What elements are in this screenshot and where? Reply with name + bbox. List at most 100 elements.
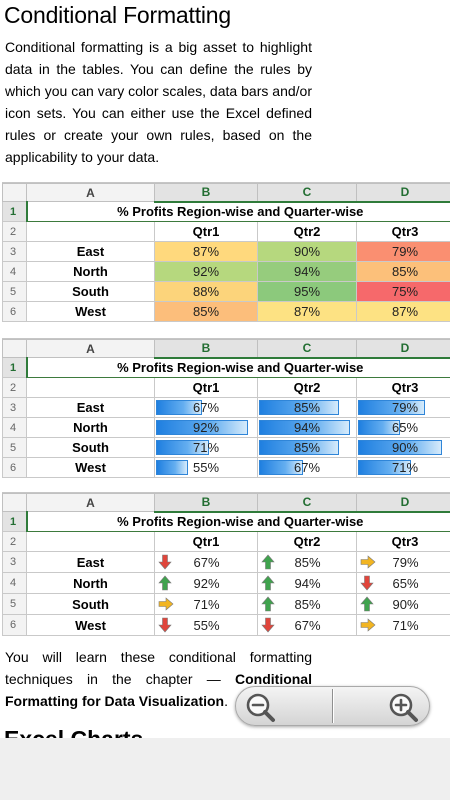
- iconset-cell[interactable]: 55%: [154, 614, 258, 636]
- quarter-header-cell[interactable]: Qtr2: [257, 221, 357, 242]
- row-header[interactable]: 6: [2, 614, 27, 636]
- row-header[interactable]: 3: [2, 397, 27, 418]
- corner-cell[interactable]: [2, 339, 27, 358]
- column-header[interactable]: B: [154, 183, 258, 203]
- value-cell[interactable]: 75%: [356, 281, 450, 302]
- row-header[interactable]: 2: [2, 221, 27, 242]
- region-cell[interactable]: West: [26, 457, 155, 478]
- iconset-cell[interactable]: 71%: [154, 593, 258, 615]
- value-cell[interactable]: 85%: [154, 301, 258, 322]
- column-header[interactable]: B: [154, 493, 258, 513]
- databar-cell[interactable]: 67%: [257, 457, 357, 478]
- row-header[interactable]: 1: [2, 201, 28, 222]
- zoom-out-button[interactable]: [244, 691, 276, 723]
- column-header[interactable]: A: [26, 493, 155, 512]
- quarter-header-cell[interactable]: Qtr3: [356, 531, 450, 552]
- row-header[interactable]: 5: [2, 593, 27, 615]
- databar-cell[interactable]: 92%: [154, 417, 258, 438]
- region-cell[interactable]: West: [26, 301, 155, 322]
- row-header[interactable]: 3: [2, 241, 27, 262]
- databar-cell[interactable]: 71%: [356, 457, 450, 478]
- value-cell[interactable]: 88%: [154, 281, 258, 302]
- table-cell[interactable]: [26, 221, 155, 242]
- table-title-cell[interactable]: % Profits Region-wise and Quarter-wise: [26, 357, 450, 378]
- region-cell[interactable]: East: [26, 241, 155, 262]
- iconset-cell[interactable]: 85%: [257, 593, 357, 615]
- row-header[interactable]: 3: [2, 551, 27, 573]
- quarter-header-cell[interactable]: Qtr2: [257, 531, 357, 552]
- databar-cell[interactable]: 85%: [257, 437, 357, 458]
- value-cell[interactable]: 92%: [154, 261, 258, 282]
- value-cell[interactable]: 87%: [257, 301, 357, 322]
- table-cell[interactable]: [26, 377, 155, 398]
- row-header[interactable]: 2: [2, 531, 27, 552]
- quarter-header-cell[interactable]: Qtr3: [356, 377, 450, 398]
- region-cell[interactable]: South: [26, 281, 155, 302]
- quarter-header-cell[interactable]: Qtr2: [257, 377, 357, 398]
- row-header[interactable]: 5: [2, 437, 27, 458]
- region-cell[interactable]: North: [26, 417, 155, 438]
- table-cell[interactable]: [26, 531, 155, 552]
- iconset-cell[interactable]: 92%: [154, 572, 258, 594]
- value-cell[interactable]: 79%: [356, 241, 450, 262]
- row-header[interactable]: 4: [2, 572, 27, 594]
- databar-cell[interactable]: 55%: [154, 457, 258, 478]
- quarter-header-cell[interactable]: Qtr1: [154, 221, 258, 242]
- databar-cell[interactable]: 67%: [154, 397, 258, 418]
- row-header[interactable]: 1: [2, 357, 28, 378]
- region-cell[interactable]: East: [26, 397, 155, 418]
- corner-cell[interactable]: [2, 493, 27, 512]
- column-header[interactable]: B: [154, 339, 258, 359]
- iconset-cell[interactable]: 67%: [154, 551, 258, 573]
- databar-cell[interactable]: 90%: [356, 437, 450, 458]
- iconset-cell[interactable]: 94%: [257, 572, 357, 594]
- region-cell[interactable]: North: [26, 261, 155, 282]
- column-header[interactable]: A: [26, 183, 155, 202]
- iconset-cell[interactable]: 67%: [257, 614, 357, 636]
- column-header[interactable]: C: [257, 339, 357, 359]
- column-header[interactable]: C: [257, 183, 357, 203]
- databar-cell[interactable]: 79%: [356, 397, 450, 418]
- iconset-cell[interactable]: 71%: [356, 614, 450, 636]
- iconset-cell[interactable]: 79%: [356, 551, 450, 573]
- value-cell[interactable]: 90%: [257, 241, 357, 262]
- region-cell[interactable]: North: [26, 572, 155, 594]
- article-viewport[interactable]: Conditional Formatting Conditional forma…: [0, 0, 450, 738]
- quarter-header-cell[interactable]: Qtr1: [154, 377, 258, 398]
- row-header[interactable]: 6: [2, 457, 27, 478]
- row-header[interactable]: 6: [2, 301, 27, 322]
- value-cell[interactable]: 85%: [356, 261, 450, 282]
- table-title-cell[interactable]: % Profits Region-wise and Quarter-wise: [26, 511, 450, 532]
- row-header[interactable]: 4: [2, 261, 27, 282]
- region-cell[interactable]: East: [26, 551, 155, 573]
- databar-cell[interactable]: 71%: [154, 437, 258, 458]
- column-header[interactable]: D: [356, 493, 450, 513]
- row-header[interactable]: 5: [2, 281, 27, 302]
- databar-cell[interactable]: 85%: [257, 397, 357, 418]
- value-cell[interactable]: 94%: [257, 261, 357, 282]
- row-header[interactable]: 4: [2, 417, 27, 438]
- column-header[interactable]: D: [356, 339, 450, 359]
- corner-cell[interactable]: [2, 183, 27, 202]
- databar-cell[interactable]: 65%: [356, 417, 450, 438]
- region-cell[interactable]: South: [26, 437, 155, 458]
- quarter-header-cell[interactable]: Qtr1: [154, 531, 258, 552]
- region-cell[interactable]: South: [26, 593, 155, 615]
- row-header[interactable]: 1: [2, 511, 28, 532]
- row-header[interactable]: 2: [2, 377, 27, 398]
- databar-cell[interactable]: 94%: [257, 417, 357, 438]
- zoom-in-button[interactable]: [387, 691, 419, 723]
- column-header[interactable]: A: [26, 339, 155, 358]
- table-title-cell[interactable]: % Profits Region-wise and Quarter-wise: [26, 201, 450, 222]
- region-cell[interactable]: West: [26, 614, 155, 636]
- value-cell[interactable]: 95%: [257, 281, 357, 302]
- column-header[interactable]: C: [257, 493, 357, 513]
- iconset-cell[interactable]: 90%: [356, 593, 450, 615]
- value-cell[interactable]: 87%: [356, 301, 450, 322]
- column-header[interactable]: D: [356, 183, 450, 203]
- chapter-link[interactable]: Conditional Formatting for Data Visualiz…: [5, 671, 312, 709]
- iconset-cell[interactable]: 65%: [356, 572, 450, 594]
- quarter-header-cell[interactable]: Qtr3: [356, 221, 450, 242]
- iconset-cell[interactable]: 85%: [257, 551, 357, 573]
- value-cell[interactable]: 87%: [154, 241, 258, 262]
